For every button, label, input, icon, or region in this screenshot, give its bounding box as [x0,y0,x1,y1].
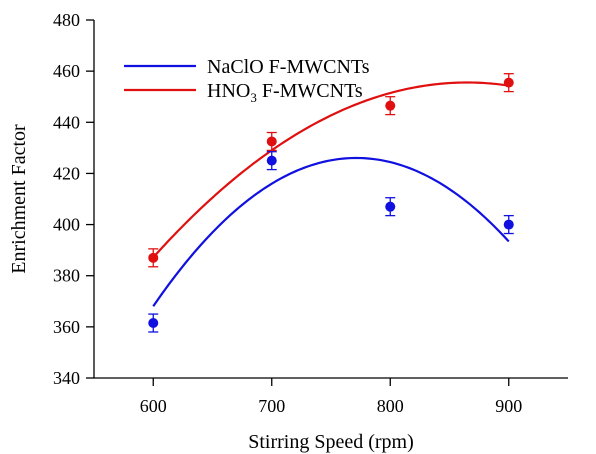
fit-curves [152,81,510,307]
data-point [385,100,396,111]
y-axis-label: Enrichment Factor [8,124,30,274]
fit-curve-0 [152,156,510,307]
legend: NaClO F-MWCNTs HNO3 F-MWCNTs [124,56,370,105]
data-point [385,201,396,212]
y-tick-label: 420 [53,163,80,183]
y-tick-label: 400 [53,215,80,235]
legend-label-naclo: NaClO F-MWCNTs [207,56,370,78]
data-points [148,73,514,333]
legend-label-hno3: HNO3 F-MWCNTs [207,80,363,105]
y-tick-label: 360 [53,317,80,337]
x-axis-label: Stirring Speed (rpm) [248,431,414,453]
fit-curve-1 [152,81,509,259]
x-ticks: 600 700 800 900 [140,378,522,416]
y-tick-label: 480 [53,10,80,30]
y-tick-label: 460 [53,61,80,81]
x-tick-label: 800 [377,396,404,416]
data-point [266,136,277,147]
x-tick-label: 600 [140,396,167,416]
y-tick-label: 340 [53,368,80,388]
axes [93,20,568,379]
y-tick-label: 380 [53,266,80,286]
y-tick-label: 440 [53,112,80,132]
data-point [266,155,277,166]
x-tick-label: 900 [495,396,522,416]
data-point [148,252,159,263]
data-point [503,219,514,230]
data-point [503,77,514,88]
data-point [148,318,159,329]
x-tick-label: 700 [258,396,285,416]
y-ticks: 340 360 380 400 420 440 460 480 [53,10,94,388]
